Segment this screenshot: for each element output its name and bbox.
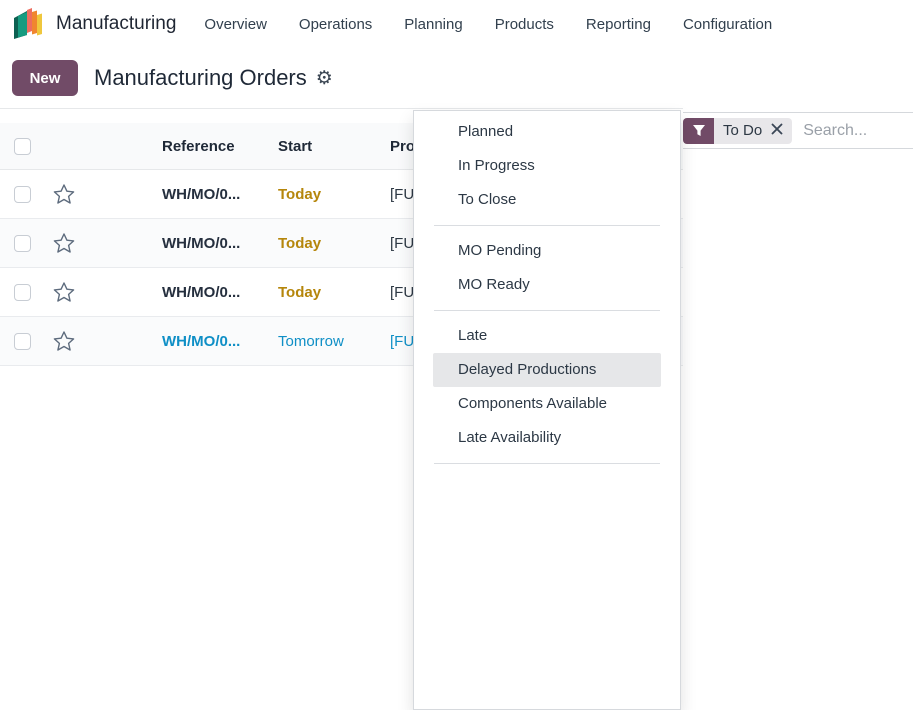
menu-reporting[interactable]: Reporting: [585, 15, 651, 33]
row-checkbox[interactable]: [13, 283, 31, 301]
row-checkbox[interactable]: [13, 185, 31, 203]
manufacturing-app-icon: [12, 5, 46, 44]
menu-products[interactable]: Products: [494, 15, 554, 33]
filter-item-in-progress[interactable]: In Progress: [458, 157, 535, 174]
cell-start: Today: [278, 234, 322, 252]
top-navbar: Manufacturing Overview Operations Planni…: [0, 0, 913, 48]
page-title: Manufacturing Orders: [94, 65, 307, 90]
filters-dropdown-menu: Planned In Progress To Close MO Pending …: [413, 110, 681, 710]
filter-item-late[interactable]: Late: [458, 327, 488, 344]
cell-product: [FU: [390, 185, 415, 203]
filter-item-late-availability[interactable]: Late Availability: [458, 429, 562, 446]
search-bar[interactable]: To Do Search...: [647, 112, 913, 149]
row-checkbox[interactable]: [13, 332, 31, 350]
cell-product: [FU: [390, 234, 415, 252]
cell-start: Tomorrow: [278, 332, 344, 350]
cell-product: [FU: [390, 332, 415, 350]
menu-divider: [434, 225, 660, 226]
facet-label: To Do: [723, 122, 763, 139]
favorite-star-icon[interactable]: [53, 330, 75, 352]
cell-reference: WH/MO/0...: [162, 234, 241, 252]
cell-reference: WH/MO/0...: [162, 332, 241, 350]
menu-overview[interactable]: Overview: [204, 15, 267, 33]
column-header-product[interactable]: Pro: [390, 137, 416, 155]
menu-planning[interactable]: Planning: [404, 15, 463, 33]
row-checkbox[interactable]: [13, 234, 31, 252]
cell-product: [FU: [390, 283, 415, 301]
select-all-checkbox[interactable]: [13, 137, 31, 155]
favorite-star-icon[interactable]: [53, 281, 75, 303]
control-panel: New Manufacturing Orders ⚙ To Do: [0, 48, 913, 149]
search-input[interactable]: Search...: [803, 121, 868, 139]
menu-operations[interactable]: Operations: [298, 15, 373, 33]
column-header-start[interactable]: Start: [278, 137, 313, 155]
filter-item-to-close[interactable]: To Close: [458, 191, 517, 208]
filter-funnel-icon: [683, 117, 714, 144]
filter-item-components-available[interactable]: Components Available: [458, 395, 607, 412]
filter-item-planned[interactable]: Planned: [458, 123, 514, 140]
app-menu-toggle[interactable]: Manufacturing: [12, 5, 176, 44]
new-button[interactable]: New: [12, 60, 78, 96]
search-facet-todo[interactable]: To Do: [683, 117, 793, 144]
search-facet-body: To Do: [714, 117, 793, 144]
actions-gear-icon[interactable]: ⚙: [315, 67, 333, 89]
menu-divider: [434, 463, 660, 464]
cell-reference: WH/MO/0...: [162, 283, 241, 301]
cell-start: Today: [278, 283, 322, 301]
favorite-star-icon[interactable]: [53, 232, 75, 254]
facet-remove-icon[interactable]: [771, 122, 783, 140]
menu-configuration[interactable]: Configuration: [682, 15, 773, 33]
cell-start: Today: [278, 185, 322, 203]
filter-item-mo-ready[interactable]: MO Ready: [458, 276, 530, 293]
app-name: Manufacturing: [56, 13, 177, 34]
filter-item-mo-pending[interactable]: MO Pending: [458, 242, 542, 259]
filter-item-delayed-productions[interactable]: Delayed Productions: [433, 353, 661, 387]
main-menu: Overview Operations Planning Products Re…: [202, 10, 774, 39]
column-header-reference[interactable]: Reference: [162, 137, 235, 155]
menu-divider: [434, 310, 660, 311]
cell-reference: WH/MO/0...: [162, 185, 241, 203]
favorite-star-icon[interactable]: [53, 183, 75, 205]
